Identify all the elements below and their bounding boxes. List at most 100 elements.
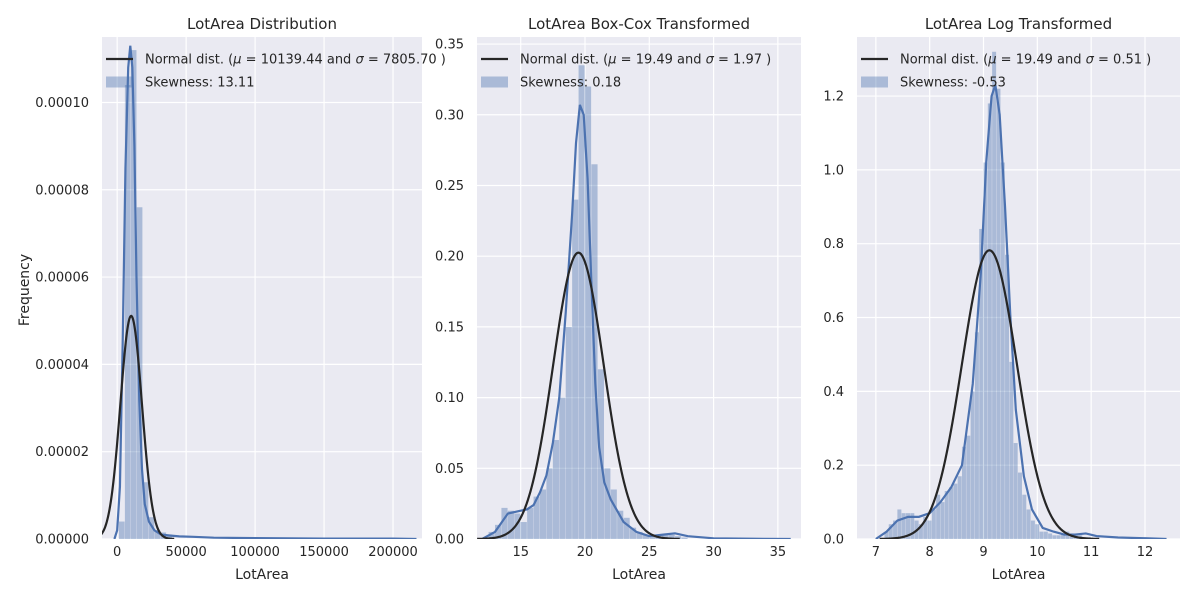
- chart2-xtick-label-1: 20: [577, 545, 594, 560]
- chart3-legend-text-segment: σ: [1086, 53, 1095, 68]
- chart1-ytick-label-1: 0.00002: [35, 445, 89, 460]
- chart3-hist-bar-29: [1009, 361, 1014, 539]
- chart3-hist-bar-11: [931, 509, 936, 539]
- chart2-xtick-label-3: 30: [705, 545, 722, 560]
- chart3-ytick-label-5: 1.0: [823, 163, 844, 178]
- chart2-legend-text-segment: Normal dist. (: [520, 53, 608, 68]
- chart3-title: LotArea Log Transformed: [925, 15, 1112, 33]
- chart3-ytick-label-4: 0.8: [823, 237, 844, 252]
- chart2-hist-bar-25: [649, 536, 656, 539]
- chart2-hist-bar-23: [636, 531, 643, 539]
- chart2-hist-bar-3: [507, 510, 514, 539]
- chart2-hist-bar-5: [520, 522, 527, 539]
- chart2-hist-bar-24: [642, 534, 649, 539]
- chart1-xlabel: LotArea: [235, 567, 289, 583]
- chart1-legend-text-segment: Skewness: 13.11: [145, 76, 254, 91]
- chart3-hist-bar-35: [1035, 524, 1040, 539]
- chart3-hist-bar-39: [1052, 535, 1057, 539]
- chart3-legend-text-segment: = 19.49 and: [997, 53, 1086, 68]
- chart3-hist-bar-22: [979, 228, 984, 539]
- chart2-hist-bar-12: [565, 326, 572, 539]
- chart3-hist-bar-9: [923, 516, 928, 539]
- chart3-hist-bar-36: [1039, 531, 1044, 539]
- chart1-legend-skew-swatch: [106, 76, 133, 88]
- chart1-legend-label-skewness: Skewness: 13.11: [145, 76, 254, 91]
- chart3-legend-skew-swatch: [861, 76, 888, 88]
- chart1-hist-bar-6: [154, 530, 161, 539]
- chart3-hist-bar-5: [905, 513, 910, 539]
- chart1-ytick-label-2: 0.00004: [35, 358, 89, 373]
- chart3-hist-bar-19: [966, 435, 971, 539]
- chart1-normal-line: [102, 314, 175, 539]
- chart3-hist-bar-24: [987, 103, 992, 539]
- chart3-hist-bar-10: [927, 520, 932, 539]
- chart1-hist-bar-8: [166, 534, 173, 539]
- chart2-plot-area: [477, 37, 801, 539]
- chart3-hist-bar-38: [1048, 533, 1053, 539]
- chart1-title: LotArea Distribution: [187, 15, 337, 33]
- chart3-ytick-label-0: 0.0: [823, 533, 844, 548]
- chart2-hist-bar-11: [559, 397, 566, 539]
- chart3-hist-bar-28: [1005, 254, 1010, 539]
- chart2-hist-bar-28: [668, 534, 675, 539]
- chart2-hist-bar-7: [533, 496, 540, 539]
- chart2-hist-bar-20: [617, 510, 624, 539]
- chart2-normal-line: [477, 251, 680, 539]
- chart3-hist-bar-34: [1030, 520, 1035, 539]
- chart3-plot-area: [857, 37, 1180, 539]
- chart2-xtick-label-2: 25: [641, 545, 658, 560]
- chart3-hist-bar-33: [1026, 509, 1031, 539]
- chart2-legend-text-segment: Skewness: 0.18: [520, 76, 621, 91]
- chart3-legend-text-segment: Normal dist. (: [900, 53, 988, 68]
- chart2-ytick-label-6: 0.30: [435, 108, 464, 123]
- chart3-xtick-label-5: 12: [1137, 545, 1154, 560]
- chart3-hist-bar-14: [944, 491, 949, 539]
- chart2-legend-label-normal: Normal dist. (μ = 19.49 and σ = 1.97 ): [520, 53, 771, 68]
- chart2-legend-text-segment: = 19.49 and: [617, 53, 706, 68]
- chart2-hist-bar-14: [578, 65, 585, 539]
- chart2-hist-bar-13: [572, 199, 579, 539]
- chart3-hist-bar-21: [974, 332, 979, 539]
- chart2-hist-bar-15: [585, 86, 592, 539]
- chart3-kde-line: [875, 84, 1167, 539]
- chart3-hist-bar-30: [1013, 443, 1018, 539]
- chart2-hist-bar-10: [552, 440, 559, 539]
- chart2-hist-bar-29: [675, 536, 682, 539]
- chart3-hist-bar-23: [983, 162, 988, 539]
- chart2-ytick-label-0: 0.00: [435, 533, 464, 548]
- chart3-normal-line: [879, 249, 1100, 539]
- chart3-hist-bar-31: [1017, 472, 1022, 539]
- chart3-legend-text-segment: Skewness: -0.53: [900, 76, 1006, 91]
- chart2-hist-bar-9: [546, 468, 553, 539]
- chart2-ytick-label-7: 0.35: [435, 38, 464, 53]
- chart1-xtick-label-1: 50000: [165, 545, 206, 560]
- chart3-hist-bar-37: [1043, 531, 1048, 539]
- chart1-plot-area: [102, 37, 422, 539]
- chart3-hist-bar-12: [936, 494, 941, 539]
- panel-lotarea-distribution: 0 50000 100000 150000 200000 0.00000 0.00002 0.…: [35, 15, 446, 583]
- chart3-xtick-label-3: 10: [1029, 545, 1046, 560]
- chart1-ytick-label-5: 0.00010: [35, 96, 89, 111]
- chart3-hist-bar-16: [953, 483, 958, 539]
- chart1-hist-bar-2: [130, 50, 137, 539]
- chart2-hist-bar-2: [501, 507, 508, 539]
- chart1-hist-bar-1: [124, 85, 131, 539]
- chart2-legend-text-segment: = 1.97 ): [714, 53, 771, 68]
- chart1-legend-text-segment: μ: [232, 53, 241, 68]
- chart3-hist-bar-8: [918, 524, 923, 539]
- chart3-xtick-label-0: 7: [872, 545, 880, 560]
- chart2-legend-text-segment: σ: [706, 53, 715, 68]
- chart3-plot: [875, 51, 1167, 539]
- chart2-ytick-label-1: 0.05: [435, 462, 464, 477]
- chart2-ytick-label-3: 0.15: [435, 320, 464, 335]
- chart2-hist-bar-6: [527, 507, 534, 539]
- panel-lotarea-boxcox: 15 20 25 30 35 0.00 0.05 0.10 0.15 0.20 0.25 0.30 0.…: [435, 15, 801, 583]
- chart3-xtick-label-4: 11: [1083, 545, 1100, 560]
- chart3-xtick-label-1: 8: [926, 545, 934, 560]
- chart3-hist-bar-0: [884, 531, 889, 539]
- chart3-hist-bar-18: [961, 446, 966, 539]
- chart3-ytick-label-1: 0.2: [823, 459, 844, 474]
- chart3-hist-bar-6: [910, 513, 915, 539]
- chart1-hist-bar-5: [148, 517, 155, 539]
